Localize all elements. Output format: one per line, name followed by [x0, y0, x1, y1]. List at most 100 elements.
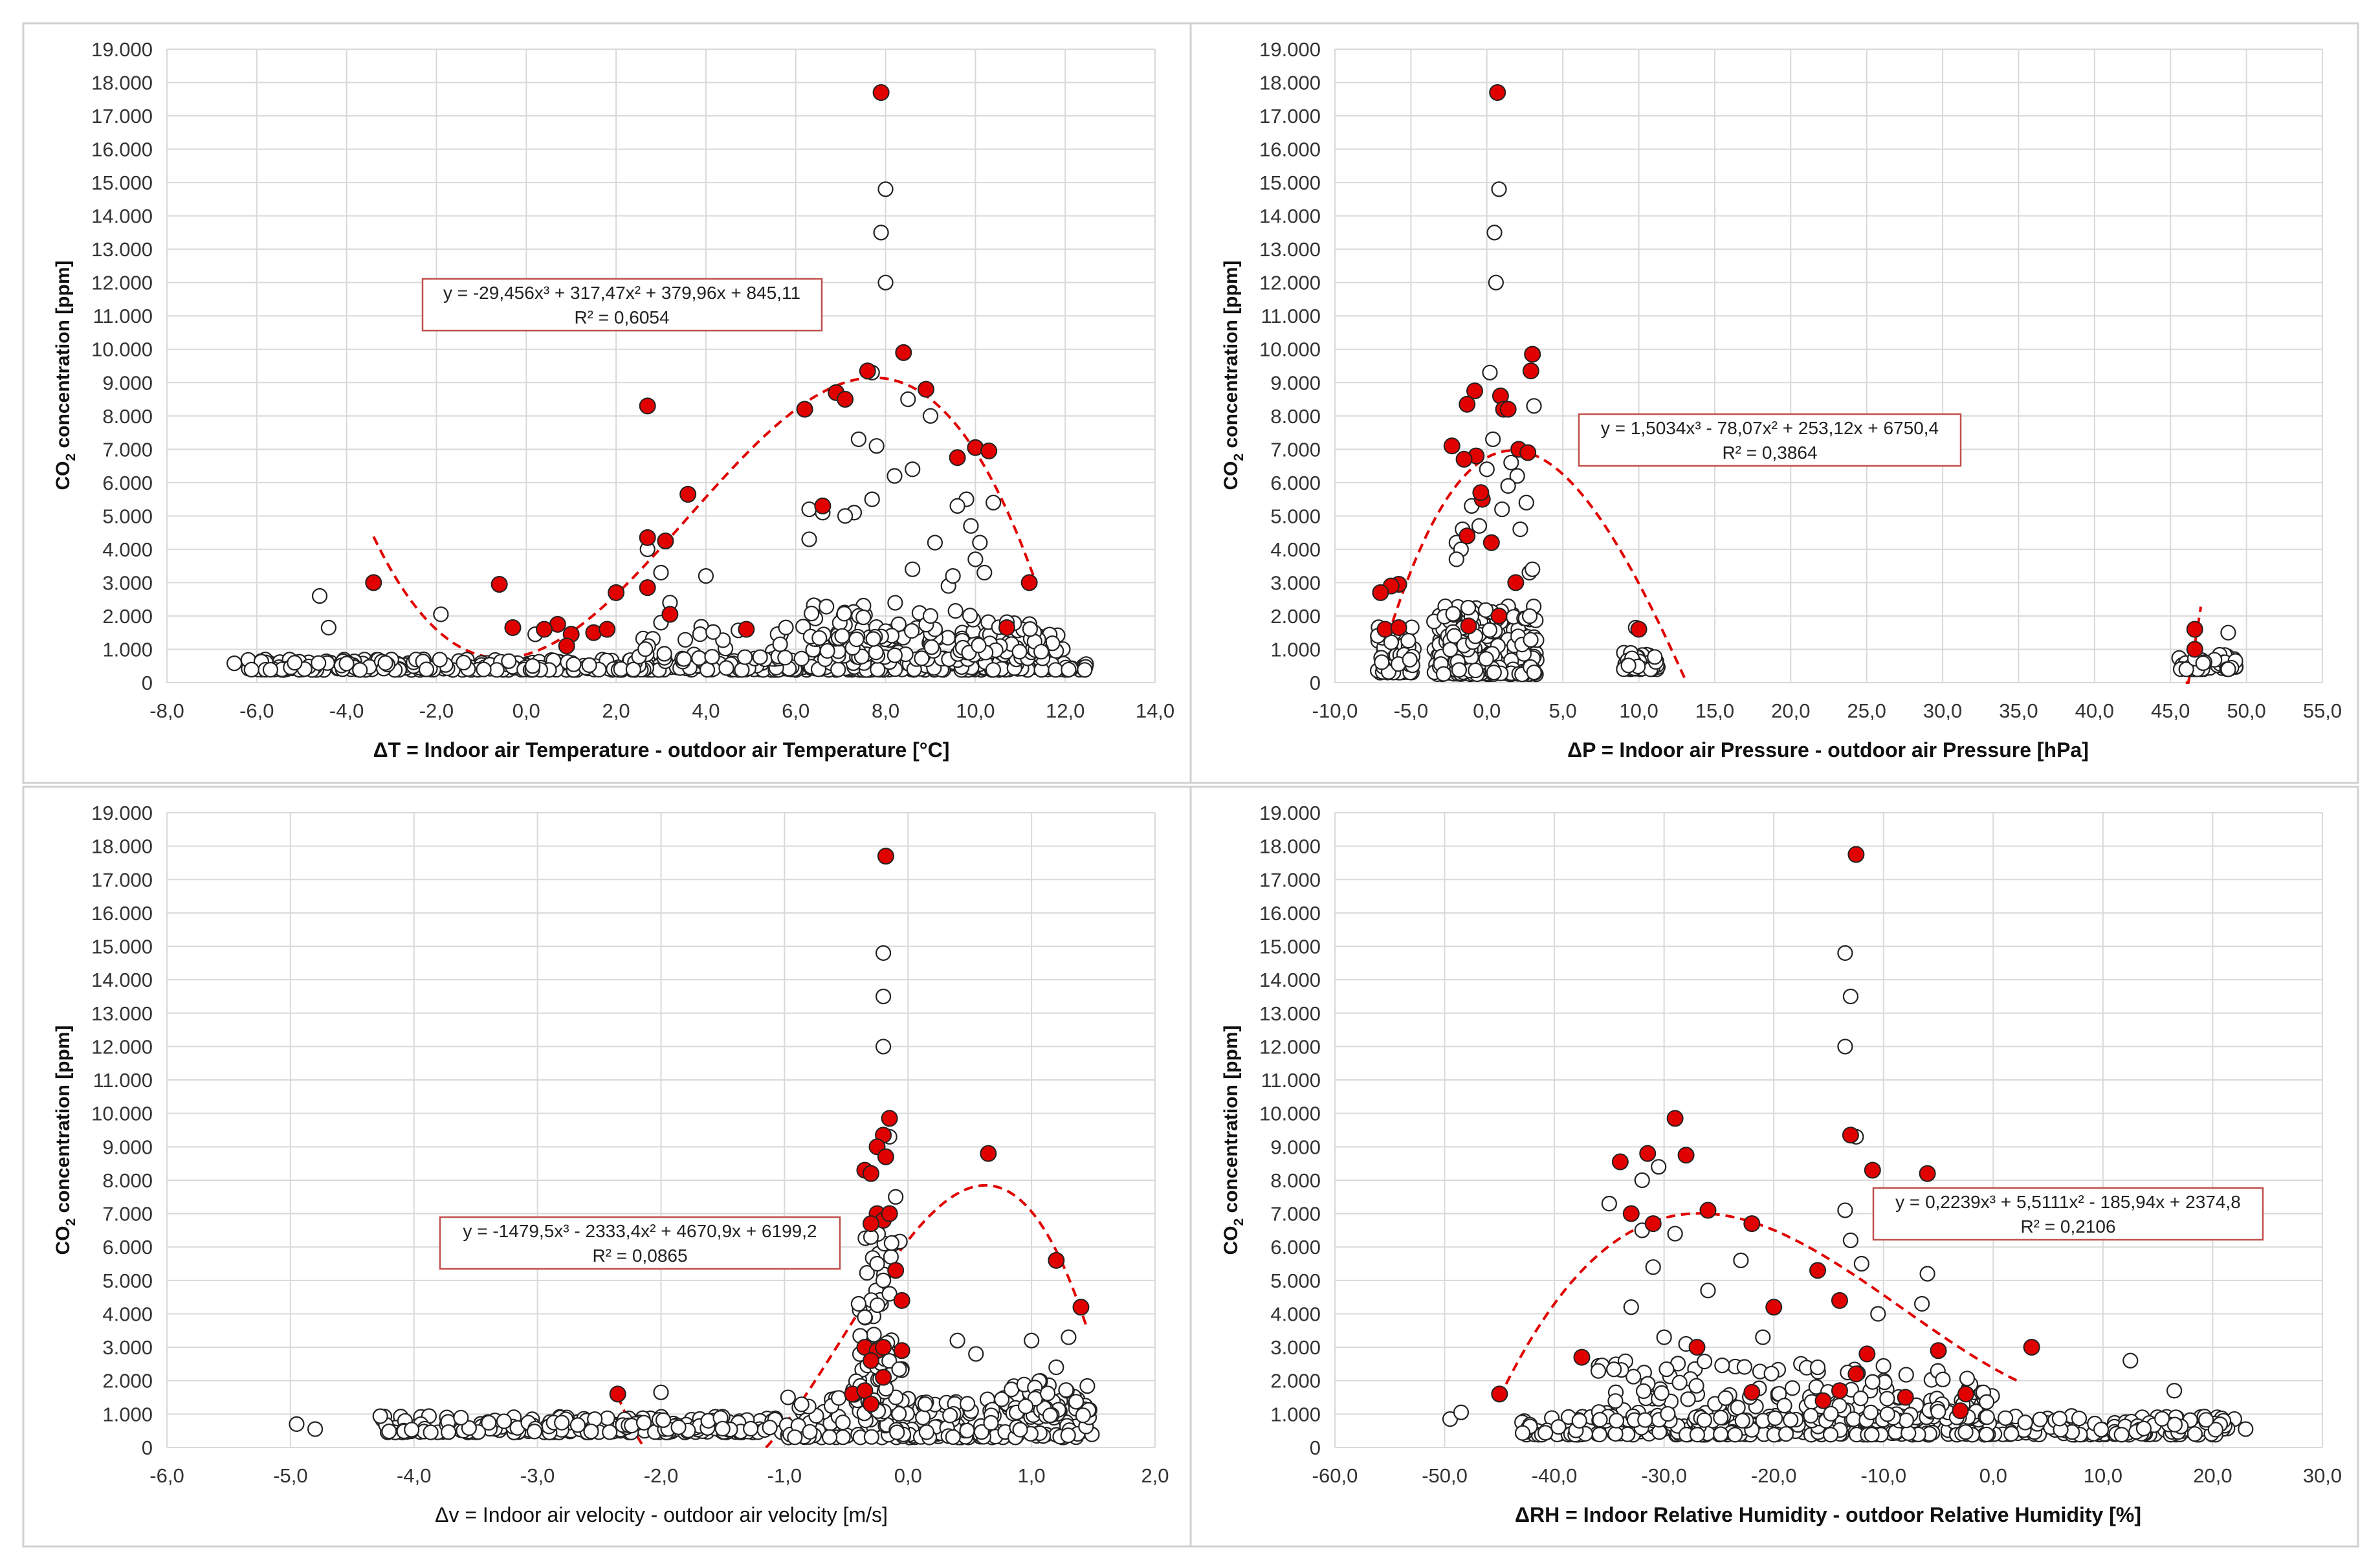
y-tick-label: 12.000	[91, 272, 153, 294]
data-point	[848, 631, 865, 648]
highlighted-point	[814, 497, 832, 514]
data-point	[1978, 1394, 1995, 1410]
data-point	[1778, 1425, 1794, 1442]
data-point	[2166, 1383, 2183, 1399]
data-point	[1714, 1358, 1730, 1374]
y-tick-label: 11.000	[93, 305, 153, 327]
highlighted-point	[657, 533, 674, 550]
data-point	[881, 1353, 898, 1369]
data-point	[976, 564, 993, 581]
data-point	[1521, 608, 1538, 624]
y-tick-label: 7.000	[102, 1203, 153, 1226]
y-axis-label-main: CO	[52, 1226, 74, 1255]
data-point	[1518, 494, 1534, 511]
x-tick-label: -5,0	[1394, 699, 1428, 722]
data-point	[905, 461, 921, 478]
data-point	[653, 564, 669, 581]
equation-text: y = 0,2239x³ + 5,5111x² - 185,94x + 2374…	[1895, 1192, 2241, 1212]
highlighted-point	[1020, 574, 1038, 591]
highlighted-point	[1622, 1205, 1640, 1222]
data-point	[959, 1422, 975, 1438]
data-point	[1523, 632, 1539, 648]
highlighted-point	[504, 619, 522, 636]
data-point	[1061, 1329, 1077, 1345]
data-point	[1914, 1295, 1930, 1312]
x-tick-label: 15,0	[1695, 699, 1734, 722]
data-point	[1696, 1412, 1712, 1428]
y-tick-label: 4.000	[1270, 1303, 1321, 1325]
highlighted-point	[1630, 621, 1647, 638]
data-point	[905, 561, 921, 577]
highlighted-point	[1459, 395, 1476, 413]
x-tick-labels: -10,0 -5,0 0,0 5,0 10,0 15,0 20,0 25,0 30,0 35,0 4…	[1312, 699, 2342, 722]
y-tick-label: 7.000	[102, 438, 153, 461]
x-tick-label: -5,0	[273, 1464, 307, 1487]
highlighted-point	[1847, 1365, 1865, 1383]
data-point	[875, 945, 892, 961]
highlighted-point	[1919, 1165, 1936, 1182]
data-point	[1486, 225, 1503, 241]
y-tick-label: 16.000	[1259, 902, 1321, 925]
highlighted-point	[1460, 617, 1477, 635]
highlighted-point	[1831, 1292, 1848, 1309]
data-point	[481, 1414, 497, 1431]
data-point	[1486, 665, 1502, 681]
x-tick-label: -6,0	[149, 1464, 184, 1487]
data-point	[887, 595, 903, 611]
y-tick-label: 12.000	[91, 1035, 153, 1058]
data-point	[2135, 1420, 2152, 1436]
highlighted-point	[895, 344, 912, 361]
x-tick-label: 10,0	[2084, 1464, 2122, 1487]
y-tick-label: 6.000	[1270, 472, 1321, 494]
data-point	[850, 431, 867, 447]
data-point	[525, 658, 541, 674]
data-point	[1503, 454, 1519, 471]
y-tick-label: 6.000	[102, 1236, 153, 1259]
data-point	[752, 649, 768, 665]
data-point	[2003, 1425, 2020, 1442]
data-point	[883, 1249, 899, 1265]
y-axis-label-main: CO	[1220, 1226, 1242, 1255]
x-tick-label: 8,0	[872, 699, 899, 722]
data-point	[967, 551, 984, 567]
y-tick-label: 17.000	[1259, 868, 1321, 891]
data-points-highlighted	[365, 83, 1038, 655]
data-point	[1374, 654, 1390, 670]
y-tick-label: 1.000	[102, 1403, 153, 1425]
data-point	[1823, 1405, 1839, 1422]
y-tick-label: 2.000	[1270, 1370, 1321, 1392]
highlighted-point	[1072, 1299, 1090, 1316]
data-point	[583, 1424, 599, 1440]
highlighted-point	[1677, 1147, 1695, 1164]
y-tick-label: 12.000	[1259, 272, 1321, 294]
data-point	[1512, 521, 1528, 538]
data-point	[2198, 1412, 2214, 1428]
highlighted-point	[365, 574, 382, 591]
y-tick-label: 1.000	[1270, 1403, 1321, 1425]
data-point	[1637, 1412, 1653, 1428]
data-point	[1550, 1419, 1567, 1435]
highlighted-point	[599, 621, 616, 638]
x-tick-label: -20,0	[1751, 1464, 1797, 1487]
y-tick-label: 0	[1310, 672, 1321, 694]
highlighted-point	[490, 575, 508, 593]
highlighted-point	[1491, 1385, 1508, 1403]
data-point	[1471, 518, 1488, 534]
data-point	[2122, 1352, 2139, 1369]
y-tick-label: 8.000	[1270, 405, 1321, 428]
highlighted-point	[1957, 1385, 1974, 1403]
data-point	[243, 661, 259, 678]
y-axis-label-main: CO	[1220, 461, 1242, 490]
data-point	[887, 647, 903, 663]
data-point	[887, 468, 903, 484]
y-tick-label: 9.000	[1270, 371, 1321, 394]
data-point	[1591, 1426, 1607, 1443]
y-tick-label: 11.000	[1261, 1069, 1321, 1092]
highlighted-point	[1743, 1215, 1761, 1233]
x-tick-label: -50,0	[1422, 1464, 1468, 1487]
data-point	[1784, 1380, 1801, 1396]
highlighted-point	[639, 397, 656, 415]
data-point	[1400, 633, 1416, 649]
x-tick-label: 1,0	[1018, 1464, 1046, 1487]
